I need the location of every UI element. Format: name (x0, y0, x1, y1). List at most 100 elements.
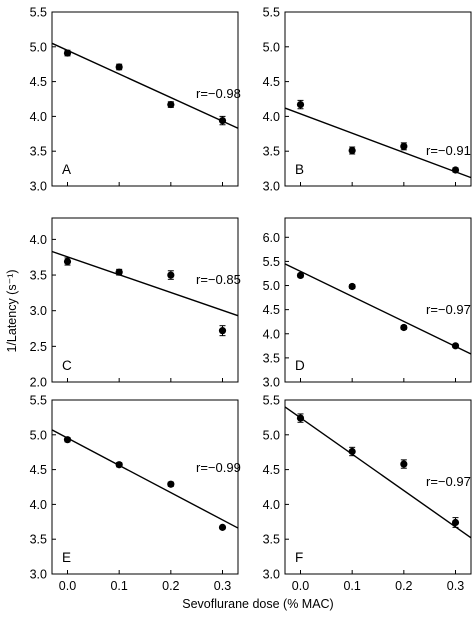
y-tick-label: 3.0 (30, 180, 47, 194)
data-point (296, 414, 305, 422)
y-tick-label: 3.5 (30, 145, 47, 159)
x-tick-label: 0.2 (162, 579, 179, 593)
correlation-label: r=−0.97 (426, 302, 471, 317)
data-point (400, 142, 408, 150)
y-tick-label: 5.0 (263, 40, 280, 54)
y-tick-label: 4.0 (30, 498, 47, 512)
panel-letter: E (62, 550, 71, 565)
data-point (115, 63, 123, 71)
y-tick-label: 5.0 (30, 40, 47, 54)
x-tick-label: 0.3 (214, 579, 231, 593)
x-tick-label: 0.2 (395, 579, 412, 593)
data-point (348, 146, 356, 155)
regression-line (51, 42, 239, 129)
x-tick-label: 0.0 (292, 579, 309, 593)
data-point (296, 271, 305, 279)
y-tick-label: 2.5 (30, 340, 47, 354)
data-point (348, 447, 356, 456)
y-axis-title: 1/Latency (s⁻¹) (5, 269, 19, 352)
data-point (348, 282, 356, 291)
x-tick-label: 0.1 (343, 579, 360, 593)
panels: 3.0 3.5 4.0 4.5 5.0 5.5 Ar=−0.98 3.0 3.5 4.0 4.5 5.… (30, 6, 472, 594)
y-tick-label: 4.0 (30, 110, 47, 124)
y-tick-label: 5.0 (30, 428, 47, 442)
y-tick-label: 3.5 (263, 145, 280, 159)
y-tick-label: 4.5 (263, 463, 280, 477)
plot-frame (284, 399, 472, 575)
y-tick-label: 5.5 (30, 394, 47, 408)
y-tick-label: 3.5 (30, 533, 47, 547)
y-tick-label: 3.0 (30, 304, 47, 318)
panel-c: 2.0 2.5 3.0 3.5 4.0 Cr=−0.85 (30, 217, 241, 390)
x-tick-label: 0.3 (447, 579, 464, 593)
y-tick-label: 5.5 (263, 6, 280, 20)
panel-f: 3.0 3.5 4.0 4.5 5.0 5.5 0.0 0.1 0.2 0.3 Fr=−0.97 (263, 394, 472, 593)
y-tick-label: 3.0 (263, 376, 280, 390)
data-point (296, 100, 305, 109)
y-tick-label: 5.5 (263, 394, 280, 408)
data-point (63, 257, 72, 266)
x-axis-title: Sevoflurane dose (% MAC) (182, 597, 333, 611)
regression-line (284, 406, 472, 539)
data-point (451, 518, 460, 527)
data-point (115, 268, 123, 276)
y-tick-label: 4.0 (263, 110, 280, 124)
panel-e: 3.0 3.5 4.0 4.5 5.0 5.5 0.0 0.1 0.2 0.3 Er=−0.99 (30, 394, 241, 594)
data-point (167, 100, 175, 109)
data-point (218, 116, 227, 125)
data-point (115, 461, 123, 469)
y-tick-label: 4.5 (263, 303, 280, 317)
data-point (400, 323, 408, 332)
panel-a: 3.0 3.5 4.0 4.5 5.0 5.5 Ar=−0.98 (30, 6, 241, 194)
y-tick-label: 3.5 (30, 269, 47, 283)
correlation-label: r=−0.97 (426, 474, 471, 489)
regression-line (284, 107, 472, 179)
correlation-label: r=−0.99 (196, 460, 241, 475)
y-tick-label: 3.5 (263, 533, 280, 547)
correlation-label: r=−0.98 (196, 86, 241, 101)
panel-letter: B (295, 162, 304, 177)
y-tick-label: 3.0 (263, 568, 280, 582)
regression-line (284, 263, 472, 355)
y-tick-label: 3.0 (30, 568, 47, 582)
panel-letter: F (295, 550, 303, 565)
data-point (400, 460, 408, 468)
correlation-label: r=−0.91 (426, 143, 471, 158)
panel-d: 3.0 3.5 4.0 4.5 5.0 5.5 6.0 Dr=−0.97 (263, 217, 472, 390)
correlation-label: r=−0.85 (196, 272, 241, 287)
y-tick-label: 3.5 (263, 351, 280, 365)
plot-frame (284, 11, 472, 187)
y-tick-label: 4.5 (30, 463, 47, 477)
y-tick-label: 4.0 (30, 233, 47, 247)
regression-line (51, 250, 239, 317)
y-tick-label: 5.0 (263, 428, 280, 442)
y-tick-label: 5.5 (263, 255, 280, 269)
data-point (167, 480, 175, 488)
data-point (167, 271, 175, 279)
panel-letter: D (295, 358, 305, 373)
data-point (218, 523, 227, 531)
y-tick-label: 3.0 (263, 180, 280, 194)
plot-frame (51, 399, 239, 575)
y-tick-label: 2.0 (30, 376, 47, 390)
x-tick-label: 0.1 (110, 579, 127, 593)
plot-frame (51, 217, 239, 383)
data-point (63, 436, 72, 444)
y-tick-label: 5.0 (263, 279, 280, 293)
y-tick-label: 5.5 (30, 6, 47, 20)
plot-frame (284, 217, 472, 383)
plot-frame (51, 11, 239, 187)
data-point (451, 166, 460, 174)
y-tick-label: 4.0 (263, 498, 280, 512)
data-point (451, 342, 460, 350)
y-tick-label: 4.5 (30, 75, 47, 89)
panel-b: 3.0 3.5 4.0 4.5 5.0 5.5 Br=−0.91 (263, 6, 472, 194)
panel-letter: C (62, 358, 72, 373)
panel-letter: A (62, 162, 71, 177)
y-tick-label: 4.5 (263, 75, 280, 89)
data-point (218, 327, 227, 335)
regression-line (51, 429, 239, 529)
y-tick-label: 6.0 (263, 231, 280, 245)
y-tick-label: 4.0 (263, 327, 280, 341)
